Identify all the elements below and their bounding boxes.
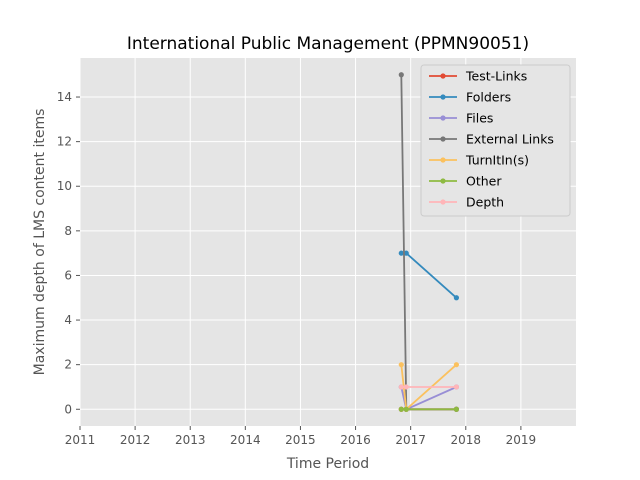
legend-item: Depth [429,195,504,210]
legend-item: Test-Links [429,69,527,84]
data-point [403,384,409,390]
data-point [403,406,409,412]
legend-label: Files [466,111,493,126]
legend-label: Other [466,174,502,189]
data-point [398,362,404,368]
legend-marker [440,73,446,79]
y-axis-label: Maximum depth of LMS content items [32,109,48,376]
data-point [453,406,460,412]
y-tick-label: 6 [64,268,72,282]
x-tick-label: 2018 [451,433,482,447]
legend: Test-Links Folders Files External Links Turn… [420,64,571,217]
series-other [398,406,460,412]
x-tick-label: 2011 [65,433,96,447]
x-tick-label: 2019 [506,433,537,447]
legend-marker [440,136,446,142]
legend-item: TurnItIn(s) [429,153,529,168]
series-depth [398,384,460,390]
legend-label: Folders [466,90,511,105]
data-point [398,384,404,390]
series-layer [398,72,460,412]
legend-item: Other [429,174,502,189]
legend-box [420,64,571,217]
legend-item: External Links [429,132,554,147]
legend-marker [440,94,446,100]
x-tick-label: 2014 [230,433,261,447]
y-axis-ticks: 0 2 4 6 8 10 12 14 [57,90,80,416]
y-tick-label: 10 [57,179,72,193]
legend-marker [440,199,446,205]
y-tick-label: 8 [64,224,72,238]
data-point [453,295,460,301]
x-axis-label: Time Period [286,456,369,472]
legend-marker [440,178,446,184]
legend-marker [440,115,446,121]
x-tick-label: 2016 [340,433,371,447]
data-point [398,250,404,256]
y-tick-label: 0 [64,402,72,416]
x-axis-ticks: 2011 2012 2013 2014 2015 2016 2017 2018 2019 [65,426,536,447]
legend-label: Test-Links [465,69,527,84]
y-tick-label: 12 [57,135,72,149]
legend-marker [440,157,446,163]
legend-item: Folders [429,90,511,105]
data-point [453,384,460,390]
legend-label: TurnItIn(s) [465,153,529,168]
data-point [403,250,409,256]
y-tick-label: 2 [64,358,72,372]
data-point [398,72,404,78]
data-point [453,362,460,368]
x-tick-label: 2015 [285,433,316,447]
data-point [398,406,404,412]
legend-label: External Links [466,132,554,147]
x-tick-label: 2012 [120,433,151,447]
legend-item: Files [429,111,493,126]
y-tick-label: 4 [64,313,72,327]
x-tick-label: 2013 [175,433,206,447]
legend-label: Depth [466,195,504,210]
y-tick-label: 14 [57,90,72,104]
chart-title: International Public Management (PPMN900… [127,34,529,54]
series-folders [398,250,460,301]
x-tick-label: 2017 [395,433,426,447]
